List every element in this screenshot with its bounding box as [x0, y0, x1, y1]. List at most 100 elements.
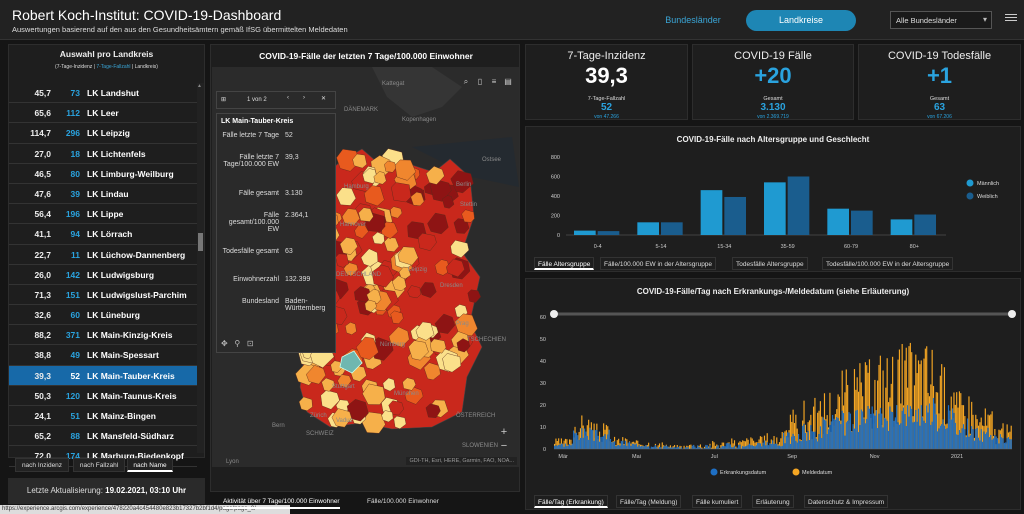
map-region[interactable] — [394, 159, 417, 181]
map-region[interactable] — [381, 410, 394, 423]
map-region[interactable] — [388, 400, 404, 416]
age-bar[interactable] — [724, 196, 746, 235]
map-region[interactable] — [404, 386, 424, 405]
map-region[interactable] — [336, 148, 360, 172]
menu-icon[interactable] — [1005, 12, 1017, 23]
list-item[interactable]: 22,7 11 LK Lüchow-Dannenberg — [9, 245, 197, 265]
map-region[interactable] — [425, 403, 441, 419]
map-region[interactable] — [402, 377, 417, 391]
list-item[interactable]: 24,1 51 LK Mainz-Bingen — [9, 406, 197, 427]
zoom-in-icon[interactable]: + — [500, 426, 508, 438]
sort-fallzahl-tab[interactable]: nach Fallzahl — [73, 458, 125, 472]
close-icon[interactable]: ✕ — [321, 96, 327, 102]
map-region[interactable] — [417, 232, 437, 251]
tab-faelle-kumuliert[interactable]: Fälle kumuliert — [692, 495, 743, 508]
zoom-to-icon[interactable]: ⚲ — [234, 339, 241, 348]
map-region[interactable] — [442, 353, 462, 373]
map-region[interactable] — [393, 415, 407, 430]
map-region[interactable] — [341, 208, 361, 226]
map-region[interactable] — [407, 285, 421, 299]
map-region[interactable] — [364, 299, 377, 313]
age-bar[interactable] — [637, 222, 659, 235]
list-item[interactable]: 47,6 39 LK Lindau — [9, 184, 197, 205]
choropleth-map[interactable]: Kattegat DÄNEMARK Kopenhagen Ostsee Hamburg B… — [212, 67, 519, 467]
map-region[interactable] — [398, 266, 411, 280]
list-item[interactable]: 114,7 296 LK Leipzig — [9, 123, 197, 144]
map-region[interactable] — [397, 246, 419, 266]
list-item[interactable]: 65,2 88 LK Mansfeld-Südharz — [9, 426, 197, 447]
map-region[interactable] — [420, 282, 437, 298]
tab-erlaeuterung[interactable]: Erläuterung — [752, 495, 794, 508]
age-bar[interactable] — [700, 190, 723, 235]
map-region[interactable] — [467, 289, 481, 303]
map-region[interactable] — [384, 160, 397, 173]
map-region[interactable] — [366, 288, 382, 304]
tab-todesfaelle-100000-altersgruppe[interactable]: Todesfälle/100.000 EW in der Altersgrupp… — [822, 257, 954, 270]
map-region[interactable] — [306, 365, 326, 385]
list-item[interactable]: 32,6 60 LK Lüneburg — [9, 305, 197, 326]
map-region[interactable] — [362, 383, 386, 405]
sort-name-tab[interactable]: nach Name — [127, 458, 173, 472]
map-region[interactable] — [360, 248, 379, 267]
list-item[interactable]: 46,5 80 LK Limburg-Weilburg — [9, 164, 197, 184]
map-region[interactable] — [456, 338, 471, 353]
sort-inzidenz-tab[interactable]: nach Inzidenz — [15, 458, 69, 472]
landkreise-button[interactable]: Landkreise — [746, 10, 856, 31]
map-region[interactable] — [321, 377, 335, 392]
age-bar[interactable] — [787, 176, 810, 236]
map-region[interactable] — [434, 259, 450, 276]
list-item[interactable]: 56,4 196 LK Lippe — [9, 204, 197, 225]
map-region-selected[interactable] — [339, 350, 363, 374]
age-bar[interactable] — [661, 222, 683, 235]
range-slider-start-handle[interactable] — [550, 310, 558, 318]
map-region[interactable] — [461, 209, 475, 223]
tab-todesfaelle-altersgruppe[interactable]: Todesfälle Altersgruppe — [732, 257, 808, 270]
map-region[interactable] — [339, 237, 358, 255]
map-region[interactable] — [364, 185, 385, 207]
map-region[interactable] — [415, 321, 435, 341]
age-bar[interactable] — [851, 210, 873, 235]
bundesland-select[interactable]: Alle Bundesländer ▾ — [890, 11, 992, 29]
tab-faelle-100000[interactable]: Fälle/100.000 Einwohner — [367, 498, 439, 505]
map-region[interactable] — [408, 340, 429, 361]
map-region[interactable] — [336, 187, 357, 206]
map-region[interactable] — [382, 377, 396, 392]
map-region[interactable] — [345, 322, 357, 335]
list-item[interactable]: 50,3 120 LK Main-Taunus-Kreis — [9, 386, 197, 406]
map-region[interactable] — [450, 239, 470, 258]
select-icon[interactable]: ⊡ — [246, 339, 254, 348]
age-bar[interactable] — [890, 219, 913, 235]
map-region[interactable] — [429, 179, 452, 202]
age-bar[interactable] — [827, 208, 849, 235]
map-region[interactable] — [434, 313, 456, 334]
zoom-out-icon[interactable]: − — [500, 440, 508, 452]
map-region[interactable] — [450, 170, 474, 194]
map-region[interactable] — [454, 313, 478, 337]
list-item[interactable]: 39,3 52 LK Main-Tauber-Kreis — [9, 365, 197, 386]
legend-icon[interactable]: ▤ — [504, 77, 512, 86]
map-region[interactable] — [383, 237, 400, 252]
map-region[interactable] — [388, 326, 410, 348]
map-region[interactable] — [372, 231, 385, 245]
list-item[interactable]: 38,8 49 LK Main-Spessart — [9, 345, 197, 366]
list-item[interactable]: 71,3 151 LK Ludwigslust-Parchim — [9, 285, 197, 306]
map-region[interactable] — [371, 264, 394, 288]
map-region[interactable] — [343, 262, 359, 277]
tab-faelle-tag-erkrankung[interactable]: Fälle/Tag (Erkrankung) — [534, 495, 608, 508]
map-region[interactable] — [354, 224, 369, 239]
map-region[interactable] — [373, 171, 387, 185]
map-region[interactable] — [331, 408, 352, 428]
dock-icon[interactable]: ⊞ — [221, 97, 227, 103]
tab-datenschutz[interactable]: Datenschutz & Impressum — [804, 495, 889, 508]
map-region[interactable] — [346, 399, 369, 422]
map-region[interactable] — [320, 389, 340, 410]
tab-aktivitaet[interactable]: Aktivität über 7 Tage/100.000 Einwohner — [223, 495, 340, 509]
map-region[interactable] — [430, 338, 447, 354]
tab-faelle-tag-meldung[interactable]: Fälle/Tag (Meldung) — [616, 495, 682, 508]
list-item[interactable]: 26,0 142 LK Ludwigsburg — [9, 265, 197, 285]
list-item[interactable]: 88,2 371 LK Main-Kinzig-Kreis — [9, 325, 197, 346]
map-region[interactable] — [427, 212, 449, 235]
scroll-up-icon[interactable]: ▲ — [197, 83, 202, 89]
map-region[interactable] — [390, 206, 403, 219]
map-region[interactable] — [298, 396, 313, 412]
